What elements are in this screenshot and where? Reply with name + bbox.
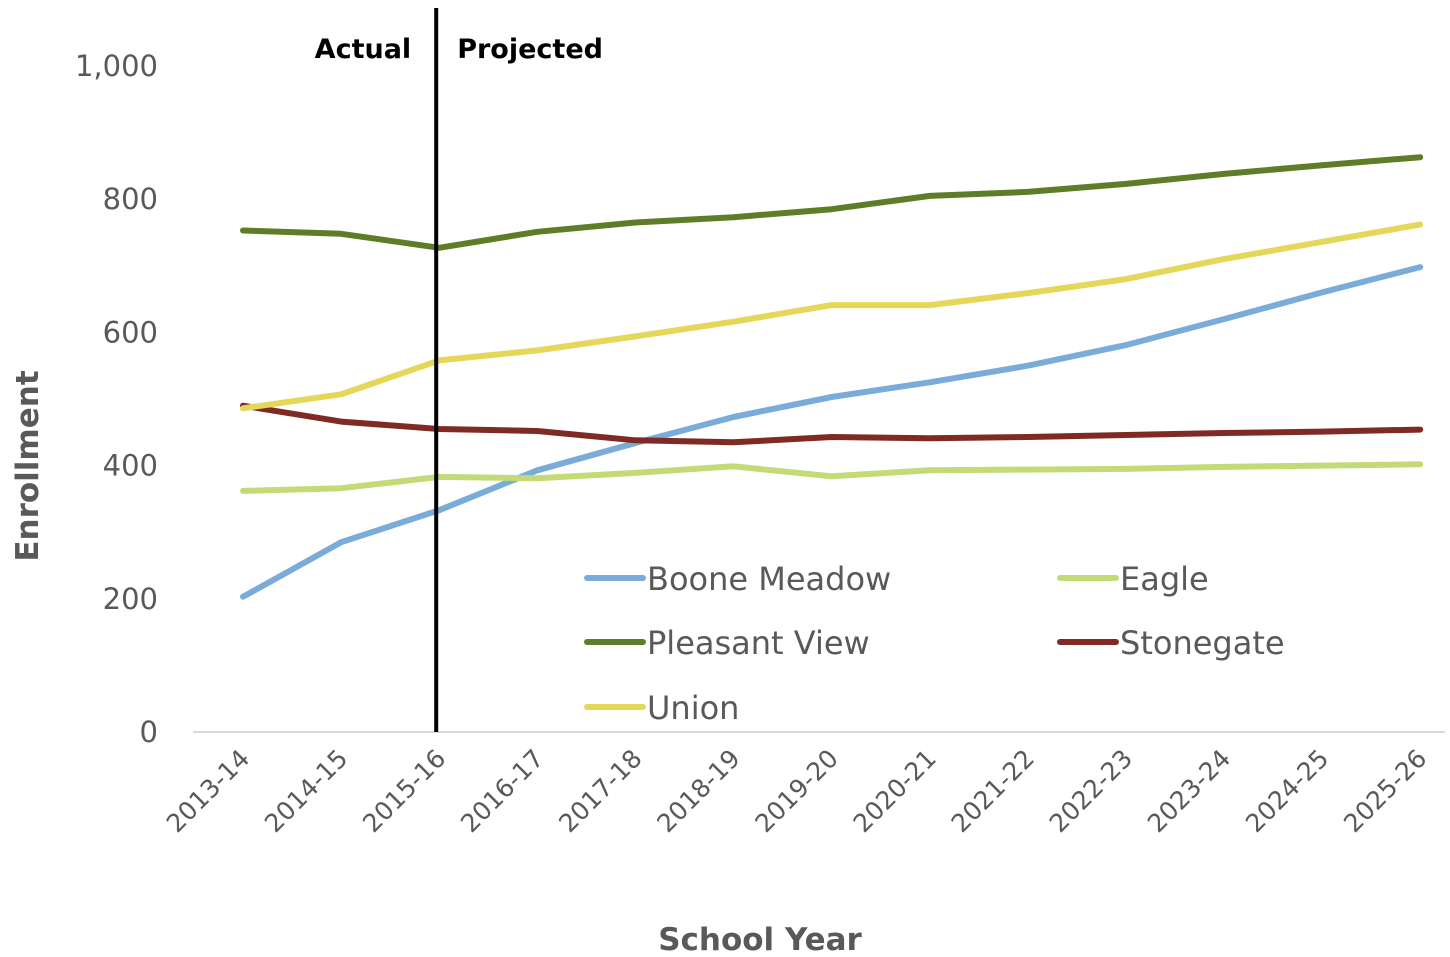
x-tick-label: 2020-21 xyxy=(848,744,942,838)
actual-label: Actual xyxy=(315,34,412,65)
y-axis-title: Enrollment xyxy=(10,370,46,561)
x-tick-label: 2024-25 xyxy=(1240,744,1334,838)
x-tick-label: 2014-15 xyxy=(259,744,353,838)
x-tick-label: 2025-26 xyxy=(1338,744,1432,838)
x-axis-title: School Year xyxy=(658,922,862,957)
x-tick-label: 2019-20 xyxy=(749,744,843,838)
x-tick-label: 2015-16 xyxy=(357,744,451,838)
x-tick-label: 2013-14 xyxy=(161,744,255,838)
x-tick-label: 2017-18 xyxy=(553,744,647,838)
legend-label-pleasant-view: Pleasant View xyxy=(647,624,870,662)
series-line-stonegate xyxy=(240,402,1424,446)
x-tick-label: 2023-24 xyxy=(1142,744,1236,838)
legend-label-eagle: Eagle xyxy=(1120,560,1209,598)
x-tick-label: 2022-23 xyxy=(1044,744,1138,838)
x-tick-label: 2018-19 xyxy=(651,744,745,838)
y-tick-label: 600 xyxy=(103,315,158,349)
projected-label: Projected xyxy=(457,34,603,65)
y-axis-ticks: 0 200 400 600 800 1,000 xyxy=(75,49,158,749)
x-tick-label: 2016-17 xyxy=(455,744,549,838)
x-axis-ticks: 2013-14 2014-15 2015-16 2016-17 2017-18 2018-… xyxy=(161,744,1433,838)
y-tick-label: 0 xyxy=(140,715,158,749)
y-tick-label: 800 xyxy=(103,182,158,216)
legend-label-union: Union xyxy=(647,689,739,727)
legend-label-boone-meadow: Boone Meadow xyxy=(647,560,891,598)
series-line-pleasant-view xyxy=(240,154,1424,251)
series-lines xyxy=(240,154,1424,600)
x-tick-label: 2021-22 xyxy=(946,744,1040,838)
legend-label-stonegate: Stonegate xyxy=(1120,624,1285,662)
y-tick-label: 200 xyxy=(103,582,158,616)
series-line-union xyxy=(240,221,1424,412)
legend: Boone Meadow Eagle Pleasant View Stonegate U… xyxy=(584,560,1285,727)
y-tick-label: 400 xyxy=(103,449,158,483)
y-tick-label: 1,000 xyxy=(75,49,158,83)
series-line-eagle xyxy=(240,461,1424,494)
series-line-boone-meadow xyxy=(240,264,1424,600)
